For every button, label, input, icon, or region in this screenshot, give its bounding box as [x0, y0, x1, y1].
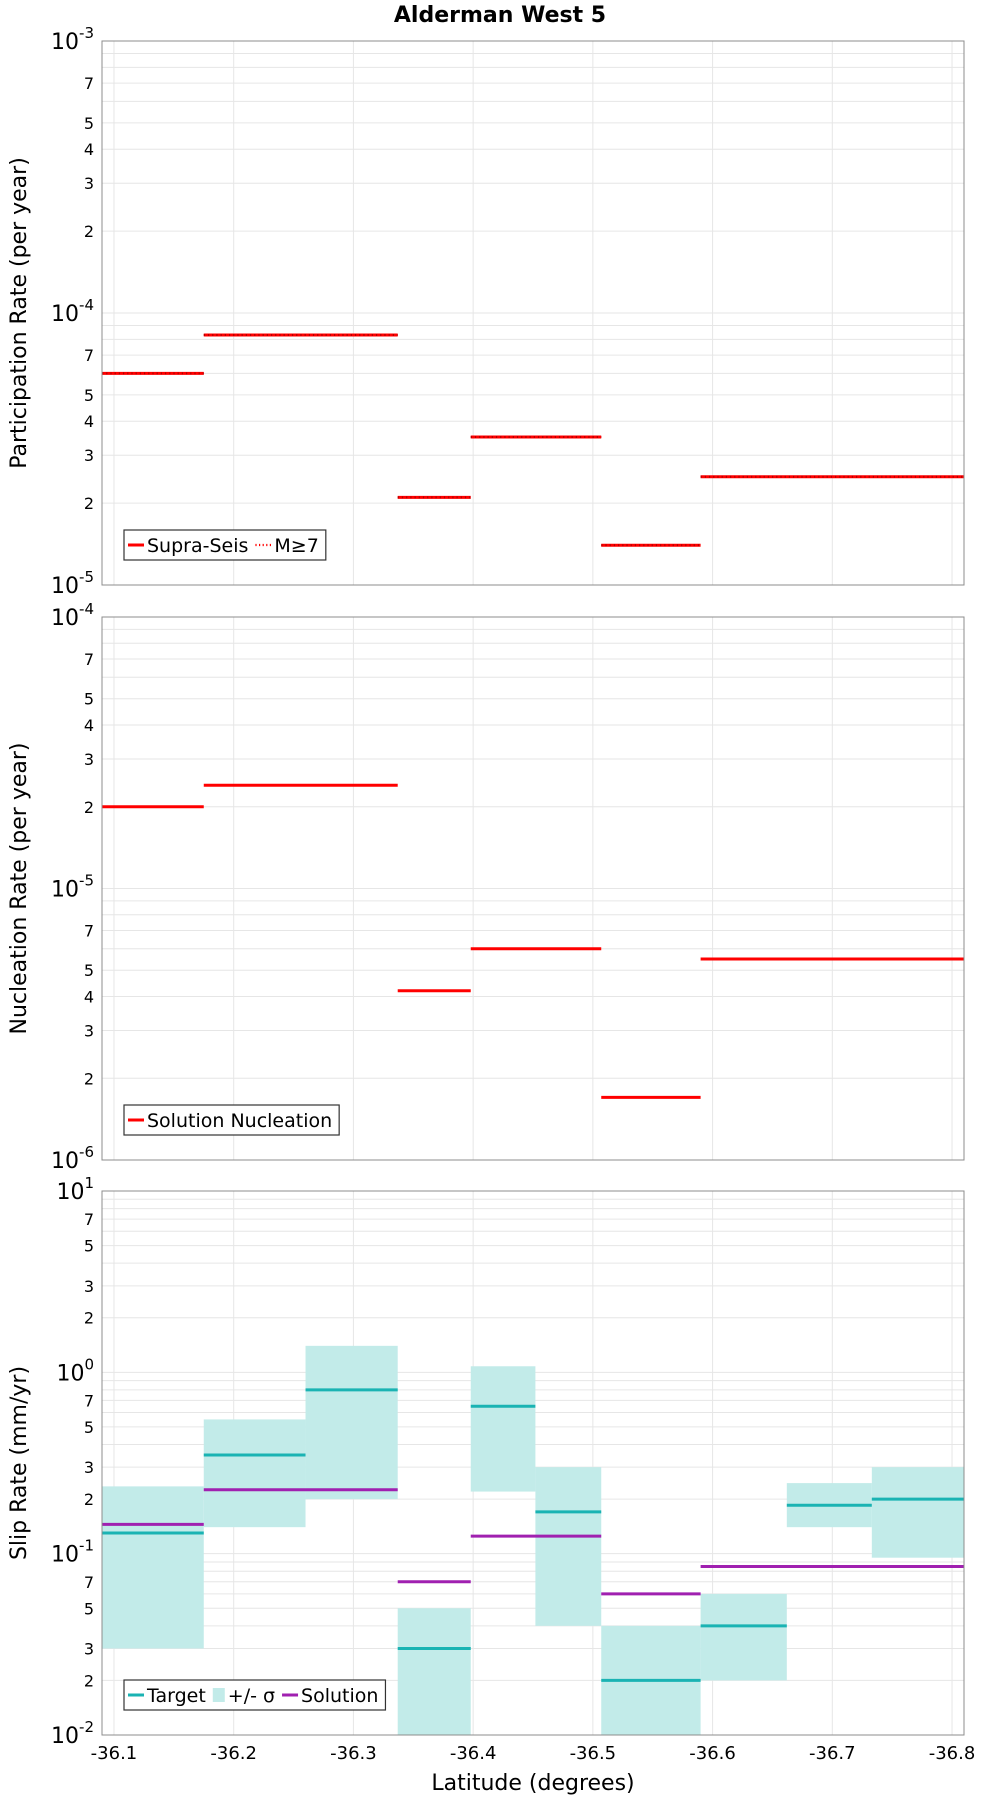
y-tick-label: 2	[84, 222, 94, 241]
legend-box	[123, 529, 327, 561]
y-tick-label: 100	[56, 1355, 94, 1386]
y-tick-label: 2	[84, 1069, 94, 1088]
y-tick-label: 4	[84, 140, 94, 159]
y-axis-title: Nucleation Rate (per year)	[7, 743, 32, 1035]
gridlines	[102, 40, 964, 586]
x-axis-title: Latitude (degrees)	[431, 1771, 634, 1796]
plot-frame	[101, 1190, 965, 1736]
legend-box	[123, 1104, 340, 1136]
y-tick-label: 2	[84, 1309, 94, 1328]
series--	[102, 1345, 964, 1735]
x-tick-label: -36.2	[210, 1743, 257, 1764]
y-tick-label: 5	[84, 1237, 94, 1256]
legend-entry: Solution Nucleation	[128, 1110, 332, 1132]
chart-title: Alderman West 5	[394, 3, 606, 28]
legend-swatch	[212, 1688, 225, 1702]
y-tick-label: 5	[84, 961, 94, 980]
y-tick-label: 4	[84, 716, 94, 735]
y-tick-label: 101	[56, 1174, 94, 1205]
x-tick-label: -36.4	[450, 1743, 497, 1764]
legend-label: M≥7	[274, 535, 318, 557]
y-tick-label: 3	[84, 1277, 94, 1296]
x-tick-label: -36.3	[330, 1743, 377, 1764]
x-tick-label: -36.6	[689, 1743, 736, 1764]
legend-entry: M≥7	[255, 535, 319, 557]
y-tick-label: 2	[84, 494, 94, 513]
y-tick-label: 3	[84, 1639, 94, 1658]
legend-entry: +/- σ	[212, 1685, 275, 1707]
legend: Supra-Seis M≥7	[123, 529, 327, 561]
y-tick-label: 5	[84, 690, 94, 709]
y-tick-label: 3	[84, 1458, 94, 1477]
chart-panel-slip: 10-2 10-1 100 101 2 3 5 7 2 3 5 7 2 3 5 7 Slip Rate (mm/…	[7, 1174, 975, 1764]
y-tick-label: 5	[84, 386, 94, 405]
y-tick-label: 7	[84, 1210, 94, 1229]
sigma-band	[102, 1486, 204, 1649]
y-tick-label: 2	[84, 798, 94, 817]
y-tick-label: 10-5	[51, 872, 94, 903]
sigma-band	[535, 1467, 602, 1626]
series-solution-nucleation	[102, 783, 964, 1099]
series-supra-seis	[102, 333, 964, 547]
legend-label: Solution Nucleation	[147, 1110, 332, 1132]
y-tick-label: 2	[84, 1490, 94, 1509]
y-tick-label: 7	[84, 74, 94, 93]
gridlines	[102, 616, 964, 1161]
series-solution	[102, 1488, 964, 1596]
y-tick-label: 5	[84, 1599, 94, 1618]
y-tick-label: 5	[84, 1418, 94, 1437]
y-tick-label: 4	[84, 988, 94, 1007]
y-tick-label: 10-5	[51, 568, 94, 599]
sigma-band	[305, 1345, 398, 1500]
y-tick-label: 3	[84, 174, 94, 193]
y-tick-label: 7	[84, 1573, 94, 1592]
y-tick-label: 3	[84, 750, 94, 769]
series-target	[102, 1388, 964, 1682]
y-tick-label: 3	[84, 1021, 94, 1040]
legend-entry: Target	[128, 1685, 206, 1707]
plot-frame	[101, 40, 965, 586]
y-tick-label: 10-6	[51, 1143, 94, 1174]
x-tick-label: -36.1	[91, 1743, 138, 1764]
legend-box	[123, 1679, 387, 1711]
legend: Target +/- σ Solution	[123, 1679, 387, 1711]
x-tick-label: -36.7	[809, 1743, 856, 1764]
legend-label: Supra-Seis	[147, 535, 248, 557]
legend-label: Solution	[301, 1685, 378, 1707]
sigma-band	[871, 1467, 964, 1558]
y-tick-label: 5	[84, 114, 94, 133]
y-tick-label: 3	[84, 446, 94, 465]
sigma-band	[397, 1608, 471, 1735]
y-tick-label: 10-1	[51, 1537, 94, 1568]
plot-frame	[101, 616, 965, 1161]
legend-label: +/- σ	[228, 1685, 275, 1707]
y-tick-label: 7	[84, 346, 94, 365]
x-tick-label: -36.5	[570, 1743, 617, 1764]
y-tick-label: 7	[84, 922, 94, 941]
y-tick-label: 10-3	[51, 24, 94, 55]
y-tick-label: 7	[84, 650, 94, 669]
sigma-band	[700, 1593, 787, 1681]
series-m-7	[102, 334, 964, 547]
y-tick-label: 7	[84, 1391, 94, 1410]
chart-panel-participation: 10-5 10-4 10-3 2 3 4 5 7 2 3 4 5 7 Participation Rate…	[7, 24, 965, 599]
chart-panel-nucleation: 10-6 10-5 10-4 2 3 4 5 7 2 3 4 5 7 Nucleation Rate (p…	[7, 600, 965, 1174]
y-tick-label: 4	[84, 412, 94, 431]
y-tick-label: 10-2	[51, 1718, 94, 1749]
legend-label: Target	[146, 1685, 206, 1707]
y-tick-label: 10-4	[51, 296, 94, 327]
y-axis-title: Participation Rate (per year)	[7, 157, 32, 469]
sigma-band	[470, 1366, 536, 1492]
y-tick-label: 2	[84, 1671, 94, 1690]
legend: Solution Nucleation	[123, 1104, 340, 1136]
y-axis-title: Slip Rate (mm/yr)	[7, 1366, 32, 1560]
sigma-band	[203, 1419, 306, 1528]
legend-entry: Supra-Seis	[128, 535, 248, 557]
y-tick-label: 10-4	[51, 600, 94, 631]
x-tick-label: -36.8	[929, 1743, 976, 1764]
legend-entry: Solution	[282, 1685, 378, 1707]
